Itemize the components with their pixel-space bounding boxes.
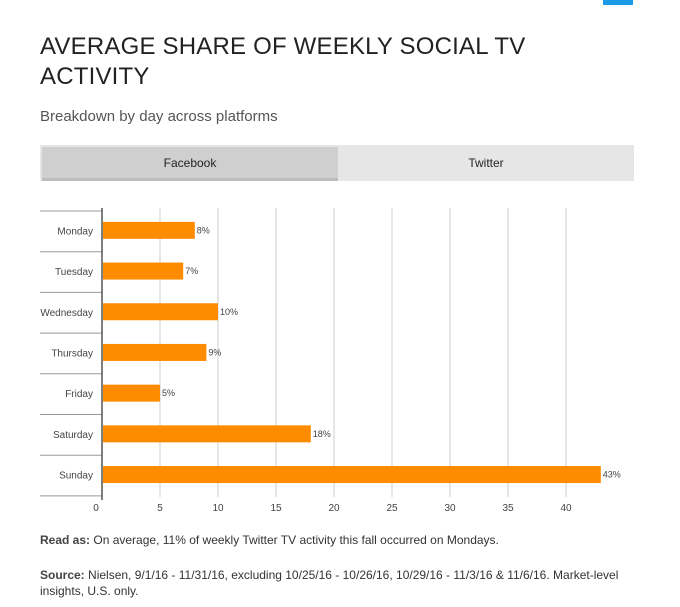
bar (103, 262, 184, 280)
platform-tabs: Facebook Twitter (40, 145, 634, 181)
tab-facebook[interactable]: Facebook (42, 147, 338, 181)
category-label: Tuesday (55, 267, 93, 278)
data-label: 5% (162, 388, 175, 398)
x-tick-label: 0 (93, 503, 99, 514)
x-tick-label: 35 (502, 503, 514, 514)
bar (103, 384, 160, 402)
x-tick-label: 40 (560, 503, 572, 514)
category-label: Friday (65, 389, 93, 400)
corner-accent (603, 0, 633, 5)
data-label: 8% (197, 225, 210, 235)
source-text: Nielsen, 9/1/16 - 11/31/16, excluding 10… (40, 568, 619, 598)
category-label: Thursday (51, 348, 93, 359)
category-label: Saturday (53, 430, 93, 441)
bar (103, 466, 601, 484)
bar (103, 343, 207, 361)
category-label: Wednesday (40, 308, 93, 319)
tab-twitter[interactable]: Twitter (468, 156, 504, 170)
category-label: Sunday (59, 471, 93, 482)
source-note: Source: Nielsen, 9/1/16 - 11/31/16, excl… (40, 567, 640, 599)
bar-chart: Monday 8% Tuesday 7% Wednesday 10% Thursday 9% F… (40, 208, 621, 514)
x-tick-label: 30 (444, 503, 456, 514)
data-label: 10% (220, 307, 238, 317)
read-as-note: Read as: On average, 11% of weekly Twitt… (40, 533, 499, 547)
x-tick-label: 25 (386, 503, 398, 514)
x-tick-label: 20 (328, 503, 340, 514)
bar (103, 425, 311, 443)
data-label: 9% (208, 347, 221, 357)
read-as-text: On average, 11% of weekly Twitter TV act… (90, 533, 499, 547)
x-tick-label: 15 (270, 503, 282, 514)
data-label: 18% (313, 429, 331, 439)
page-title: AVERAGE SHARE OF WEEKLY SOCIAL TV ACTIVI… (40, 33, 526, 90)
read-as-label: Read as: (40, 533, 91, 547)
data-label: 7% (185, 266, 198, 276)
x-tick-label: 5 (157, 503, 163, 514)
x-tick-label: 10 (212, 503, 224, 514)
source-label: Source: (40, 568, 85, 582)
bar (103, 221, 195, 239)
page-subtitle: Breakdown by day across platforms (40, 108, 278, 125)
bar (103, 303, 218, 321)
category-label: Monday (57, 226, 93, 237)
data-label: 43% (603, 470, 621, 480)
